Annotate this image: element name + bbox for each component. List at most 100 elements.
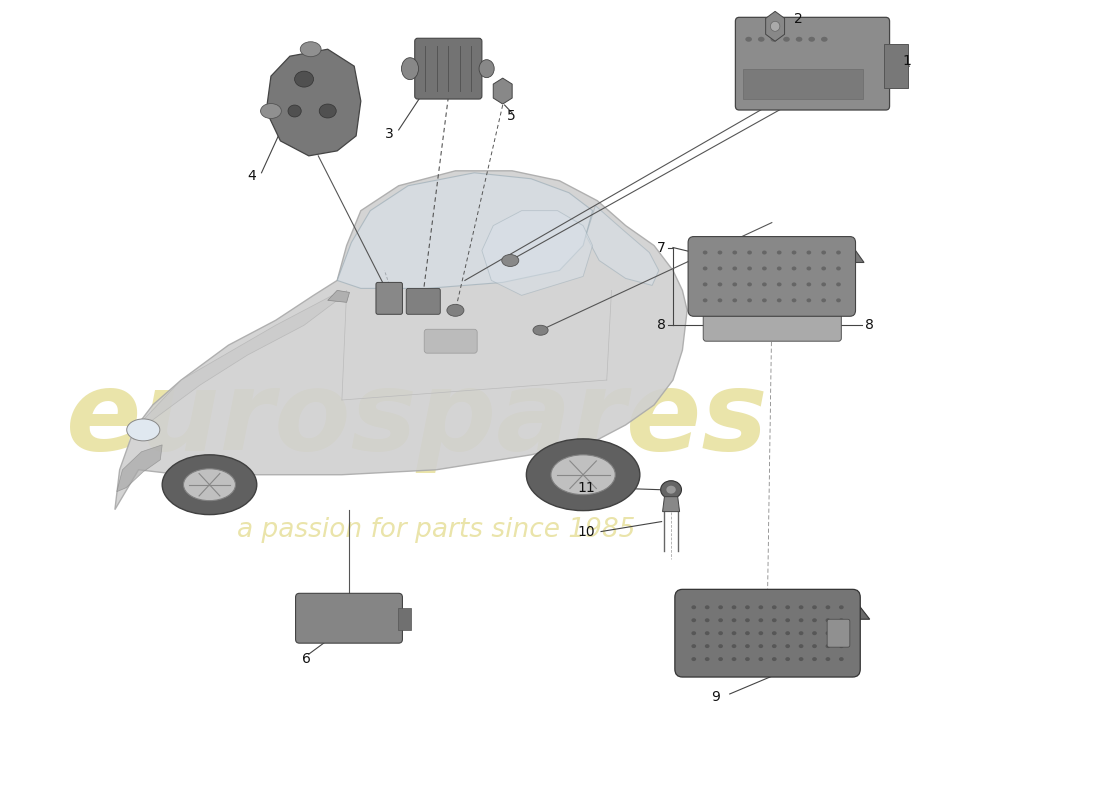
Ellipse shape	[667, 486, 675, 494]
FancyBboxPatch shape	[736, 18, 890, 110]
Ellipse shape	[812, 631, 817, 635]
Ellipse shape	[480, 60, 494, 78]
Ellipse shape	[759, 631, 763, 635]
Polygon shape	[134, 295, 338, 440]
Ellipse shape	[806, 298, 811, 302]
Ellipse shape	[759, 618, 763, 622]
Polygon shape	[114, 170, 688, 510]
Ellipse shape	[822, 250, 826, 254]
Ellipse shape	[772, 618, 777, 622]
Ellipse shape	[717, 298, 723, 302]
Ellipse shape	[703, 250, 707, 254]
Ellipse shape	[806, 266, 811, 270]
Ellipse shape	[703, 282, 707, 286]
Ellipse shape	[772, 606, 777, 610]
Text: 2: 2	[794, 12, 803, 26]
FancyBboxPatch shape	[415, 38, 482, 99]
Text: 9: 9	[711, 690, 720, 704]
Ellipse shape	[770, 22, 780, 31]
Ellipse shape	[718, 657, 723, 661]
Ellipse shape	[733, 298, 737, 302]
Ellipse shape	[799, 631, 803, 635]
Ellipse shape	[705, 631, 710, 635]
Ellipse shape	[785, 631, 790, 635]
Ellipse shape	[703, 266, 707, 270]
Ellipse shape	[745, 631, 750, 635]
Ellipse shape	[717, 282, 723, 286]
Ellipse shape	[792, 266, 796, 270]
Ellipse shape	[718, 618, 723, 622]
Polygon shape	[338, 173, 593, 288]
Ellipse shape	[836, 282, 840, 286]
Ellipse shape	[717, 266, 723, 270]
Ellipse shape	[747, 266, 752, 270]
Ellipse shape	[785, 606, 790, 610]
Polygon shape	[586, 206, 659, 286]
Ellipse shape	[746, 37, 752, 42]
Ellipse shape	[747, 282, 752, 286]
Ellipse shape	[758, 37, 764, 42]
Ellipse shape	[770, 37, 778, 42]
FancyBboxPatch shape	[296, 594, 403, 643]
Ellipse shape	[836, 266, 840, 270]
Ellipse shape	[839, 644, 844, 648]
Ellipse shape	[759, 657, 763, 661]
Polygon shape	[682, 598, 870, 619]
Ellipse shape	[703, 298, 707, 302]
Ellipse shape	[184, 469, 235, 501]
FancyBboxPatch shape	[425, 330, 477, 353]
Polygon shape	[662, 497, 680, 512]
Ellipse shape	[759, 606, 763, 610]
Ellipse shape	[692, 644, 696, 648]
Ellipse shape	[836, 250, 840, 254]
Ellipse shape	[732, 618, 736, 622]
Ellipse shape	[812, 606, 817, 610]
Ellipse shape	[747, 298, 752, 302]
Text: 8: 8	[865, 318, 873, 332]
Text: 5: 5	[507, 109, 516, 123]
Ellipse shape	[822, 266, 826, 270]
Ellipse shape	[812, 618, 817, 622]
Polygon shape	[766, 11, 784, 42]
Ellipse shape	[261, 103, 282, 118]
FancyBboxPatch shape	[398, 608, 411, 630]
Ellipse shape	[732, 644, 736, 648]
Ellipse shape	[718, 644, 723, 648]
Ellipse shape	[822, 298, 826, 302]
Ellipse shape	[718, 606, 723, 610]
Ellipse shape	[839, 657, 844, 661]
Ellipse shape	[772, 644, 777, 648]
Ellipse shape	[705, 657, 710, 661]
Ellipse shape	[705, 618, 710, 622]
Ellipse shape	[732, 606, 736, 610]
FancyBboxPatch shape	[406, 288, 440, 314]
Text: 4: 4	[248, 169, 256, 182]
Ellipse shape	[527, 439, 640, 510]
Ellipse shape	[733, 266, 737, 270]
Ellipse shape	[747, 250, 752, 254]
Ellipse shape	[745, 618, 750, 622]
Ellipse shape	[661, 481, 682, 498]
Ellipse shape	[692, 631, 696, 635]
Ellipse shape	[692, 657, 696, 661]
FancyBboxPatch shape	[703, 310, 842, 342]
Ellipse shape	[826, 618, 830, 622]
Ellipse shape	[402, 58, 418, 80]
Ellipse shape	[692, 606, 696, 610]
Ellipse shape	[759, 644, 763, 648]
Ellipse shape	[762, 266, 767, 270]
Ellipse shape	[762, 250, 767, 254]
FancyBboxPatch shape	[376, 282, 403, 314]
Ellipse shape	[705, 606, 710, 610]
Ellipse shape	[792, 282, 796, 286]
Ellipse shape	[502, 254, 519, 266]
Ellipse shape	[777, 250, 782, 254]
Ellipse shape	[534, 326, 548, 335]
Ellipse shape	[799, 618, 803, 622]
Ellipse shape	[839, 631, 844, 635]
FancyBboxPatch shape	[884, 44, 909, 88]
Ellipse shape	[799, 644, 803, 648]
Ellipse shape	[762, 282, 767, 286]
Polygon shape	[117, 445, 162, 492]
Text: 8: 8	[657, 318, 665, 332]
